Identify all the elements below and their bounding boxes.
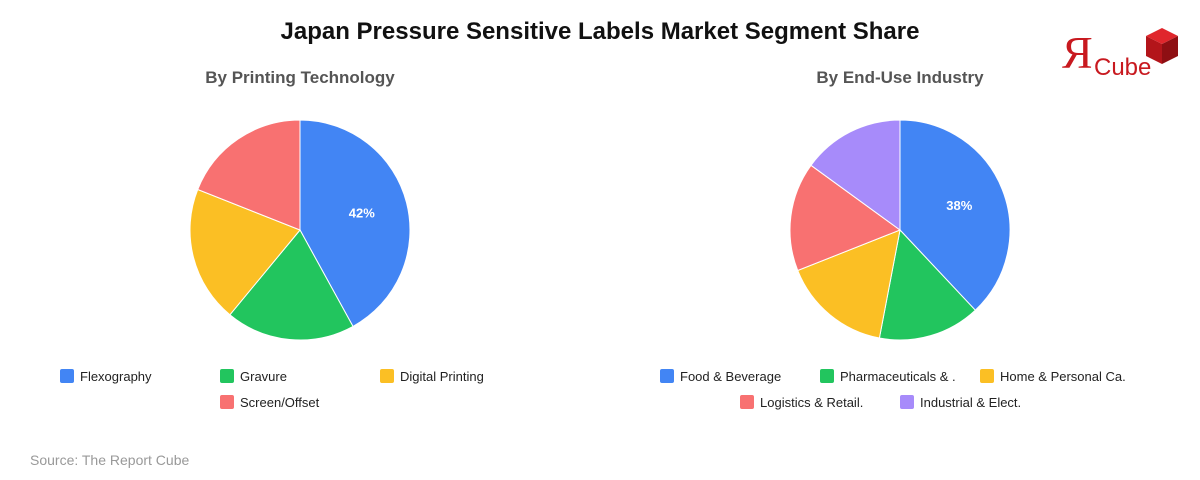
pie-slice-gravure xyxy=(229,229,354,341)
data-label-food-beverage: 38% xyxy=(946,198,972,213)
legend-swatch xyxy=(220,369,234,383)
chart-title: By Printing Technology xyxy=(205,68,395,87)
page-title: Japan Pressure Sensitive Labels Market S… xyxy=(280,18,920,45)
legend-item-digital-printing: Digital Printing xyxy=(380,368,484,384)
chart-title: By End-Use Industry xyxy=(816,68,984,87)
cube-icon xyxy=(1146,28,1178,64)
legend-swatch xyxy=(980,369,994,383)
legend-label: Gravure xyxy=(240,368,287,384)
legend-label: Screen/Offset xyxy=(240,394,320,410)
legend-item-logistics-retail: Logistics & Retail. xyxy=(740,394,863,410)
pie-chart: 42% xyxy=(189,119,411,341)
brand-logo: Я Cube xyxy=(1060,26,1184,86)
legend-label: Industrial & Elect. xyxy=(920,394,1022,410)
legend-swatch xyxy=(660,369,674,383)
legend-label: Home & Personal Ca. xyxy=(1000,368,1126,384)
legend-swatch xyxy=(740,395,754,409)
pie-slice-food-beverage xyxy=(899,119,1011,311)
pie-slice-pharmaceuticals xyxy=(878,228,977,341)
legend-label: Flexography xyxy=(80,368,152,384)
legend-label: Logistics & Retail. xyxy=(760,394,864,410)
legend-label: Food & Beverage xyxy=(680,368,782,384)
legend-swatch xyxy=(820,369,834,383)
legend-item-home-personal-ca: Home & Personal Ca. xyxy=(980,368,1126,384)
pie-slice-digital-printing xyxy=(189,188,301,316)
chart-printing-technology: By Printing Technology 42% Flexography Gr… xyxy=(0,60,600,420)
pie-slice-screen-offset xyxy=(197,119,301,231)
pie-slice-home-personal-ca xyxy=(797,229,901,339)
source-note: Source: The Report Cube xyxy=(30,452,190,468)
legend-item-flexography: Flexography xyxy=(60,368,152,384)
legend-swatch xyxy=(380,369,394,383)
chart-end-use-industry: By End-Use Industry 38% Food & Beverage P… xyxy=(600,60,1200,420)
pie-slice-logistics-retail xyxy=(789,164,902,272)
data-label-flexography: 42% xyxy=(349,206,375,221)
legend-swatch xyxy=(60,369,74,383)
pie-slice-flexography xyxy=(299,119,411,328)
legend-swatch xyxy=(220,395,234,409)
legend-label: Digital Printing xyxy=(400,368,484,384)
legend-item-pharmaceuticals: Pharmaceuticals & . xyxy=(820,368,956,384)
legend-swatch xyxy=(900,395,914,409)
pie-chart: 38% xyxy=(789,119,1011,341)
legend-item-gravure: Gravure xyxy=(220,368,287,384)
logo-word: Cube xyxy=(1094,54,1152,81)
logo-letter: Я xyxy=(1062,27,1093,78)
legend-item-screen-offset: Screen/Offset xyxy=(220,394,319,410)
pie-slice-industrial-elect xyxy=(810,119,901,231)
legend-label: Pharmaceuticals & . xyxy=(840,368,956,384)
legend-item-food-beverage: Food & Beverage xyxy=(660,368,781,384)
legend-item-industrial-elect: Industrial & Elect. xyxy=(900,394,1021,410)
